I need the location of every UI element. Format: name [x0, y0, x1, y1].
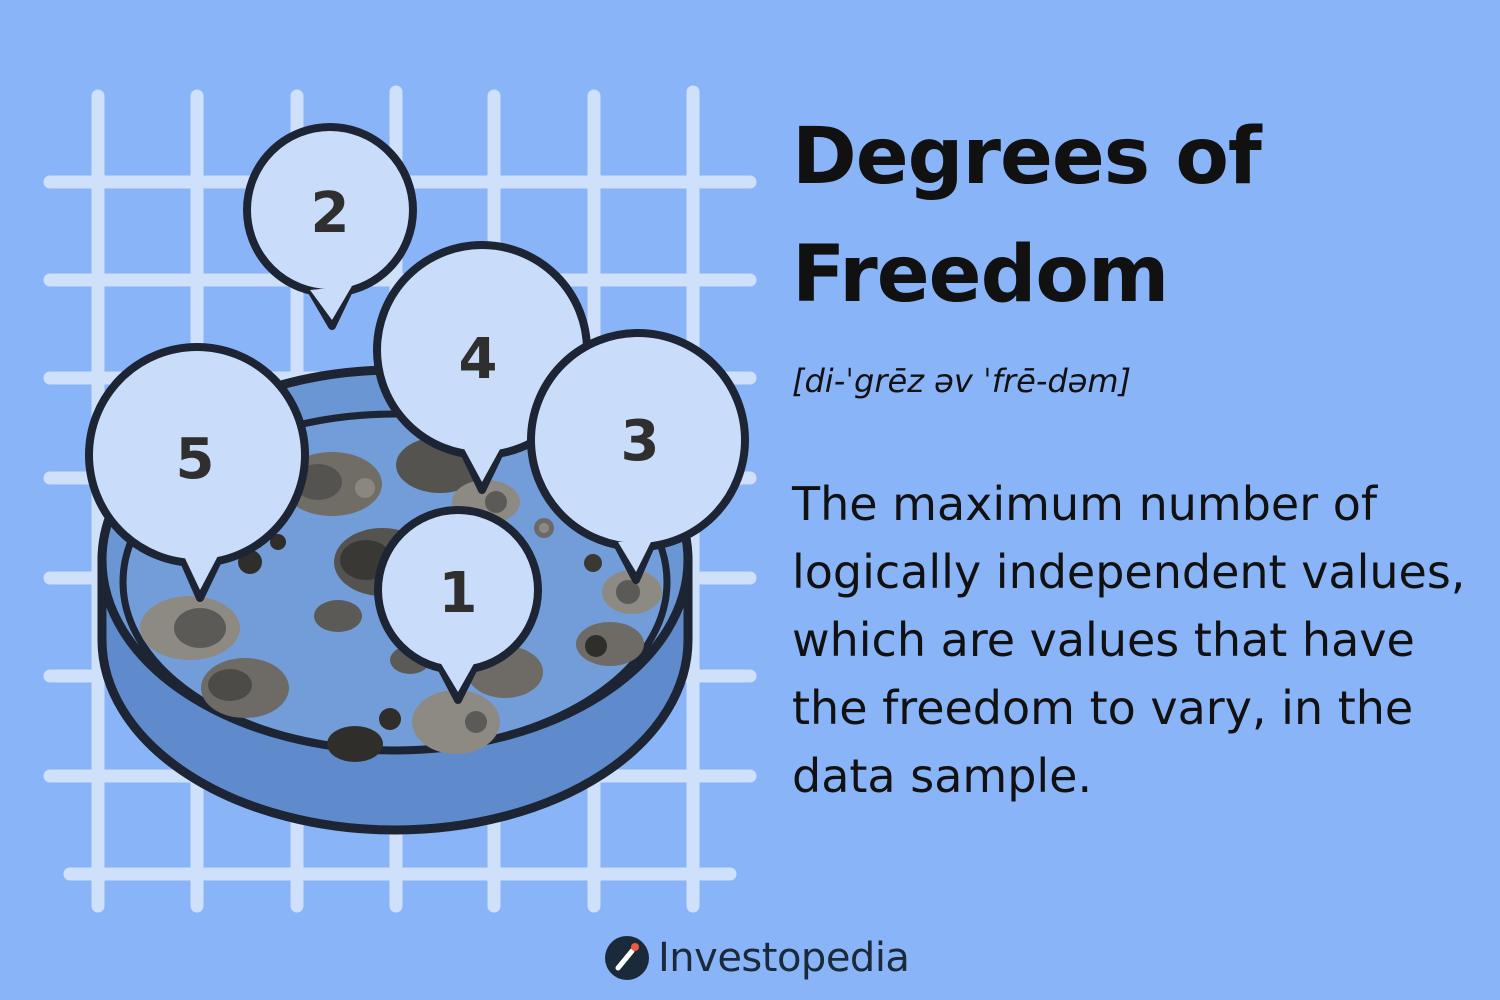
bubble-1-label: 1 [439, 561, 478, 626]
bubble-3: 3 [527, 329, 749, 584]
bubble-3-label: 3 [621, 409, 660, 474]
pronunciation: [di-ˈgrēz əv ˈfrē-dəm] [792, 362, 1132, 400]
brand-name: Investopedia [658, 935, 910, 981]
page-title: Degrees of Freedom [792, 98, 1262, 334]
bubble-4-label: 4 [459, 327, 498, 392]
definition-text: The maximum number of logically independ… [792, 477, 1466, 803]
bubble-2: 2 [243, 123, 417, 330]
bubble-5-label: 5 [176, 427, 215, 492]
bubble-2-label: 2 [311, 181, 350, 246]
investopedia-logo-icon [605, 936, 649, 980]
title-line-1: Degrees of [792, 112, 1262, 202]
petri-dish-illustration: 2 4 5 3 1 [43, 85, 757, 913]
bubble-5: 5 [85, 343, 309, 602]
title-line-2: Freedom [792, 230, 1169, 320]
bubble-1: 1 [374, 506, 542, 704]
brand-logo: Investopedia [604, 930, 910, 986]
